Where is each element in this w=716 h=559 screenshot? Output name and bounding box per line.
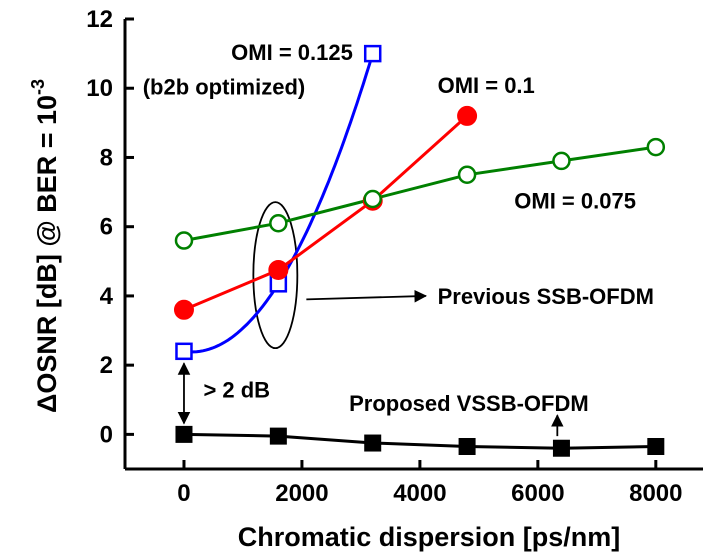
x-tick-label: 6000	[511, 480, 564, 507]
label-proposed-vssb-ofdm: Proposed VSSB-OFDM	[349, 391, 589, 416]
marker-series-2	[363, 189, 382, 209]
marker-series-2	[174, 231, 194, 250]
x-ticks: 0 2000 4000 6000 8000	[177, 460, 683, 507]
marker-series-1	[268, 259, 289, 280]
marker-series-3	[647, 438, 665, 455]
y-tick-label: 0	[100, 421, 113, 448]
marker-series-0	[363, 44, 382, 63]
x-axis-title: Chromatic dispersion [ps/nm]	[238, 522, 621, 552]
y-axis-title-exponent: -3	[28, 79, 48, 95]
series-markers	[173, 44, 666, 457]
y-axis-title: ΔOSNR [dB] @ BER = 10-3	[28, 79, 62, 413]
y-tick-label: 10	[86, 75, 113, 102]
y-tick-label: 8	[100, 144, 113, 171]
y-tick-label: 12	[86, 6, 113, 33]
annotations: Previous SSB-OFDM > 2 dB	[177, 201, 654, 437]
previous-arrow	[306, 289, 428, 303]
plot-axes	[123, 19, 703, 471]
marker-series-1	[457, 105, 478, 126]
marker-series-2	[646, 137, 666, 157]
y-tick-label: 2	[100, 352, 113, 379]
marker-series-3	[175, 425, 193, 443]
x-tick-label: 8000	[629, 480, 682, 507]
y-ticks: 0 2 4 6 8 10 12	[86, 6, 134, 448]
series-line-1	[183, 114, 469, 312]
x-tick-label: 4000	[393, 480, 446, 507]
gap-label: > 2 dB	[203, 377, 270, 402]
y-axis-title-text: ΔOSNR [dB] @ BER = 10	[32, 95, 62, 413]
marker-series-3	[364, 434, 382, 452]
series-line-3	[183, 432, 656, 450]
marker-series-3	[458, 438, 476, 455]
marker-series-2	[269, 213, 288, 233]
marker-series-1	[173, 299, 194, 320]
x-tick-label: 2000	[275, 480, 328, 507]
axis-titles: Chromatic dispersion [ps/nm] ΔOSNR [dB] @…	[28, 79, 620, 552]
label-omi-0075: OMI = 0.075	[514, 189, 636, 214]
previous-ssb-ofdm-label: Previous SSB-OFDM	[438, 284, 654, 309]
label-omi-01: OMI = 0.1	[438, 73, 535, 98]
label-omi-0125: OMI = 0.125	[231, 40, 353, 65]
series-line-2	[183, 145, 657, 242]
marker-series-2	[552, 151, 571, 171]
marker-series-3	[269, 427, 287, 445]
series-labels: OMI = 0.125 (b2b optimized) OMI = 0.1 OMI =…	[143, 40, 636, 416]
marker-series-3	[552, 439, 570, 457]
y-tick-label: 6	[100, 214, 113, 241]
y-tick-label: 4	[100, 283, 114, 310]
marker-series-0	[175, 342, 193, 361]
marker-series-2	[457, 165, 477, 185]
label-b2b-optimized: (b2b optimized)	[143, 75, 306, 100]
highlight-ellipse	[252, 201, 299, 350]
x-tick-label: 0	[177, 480, 190, 507]
